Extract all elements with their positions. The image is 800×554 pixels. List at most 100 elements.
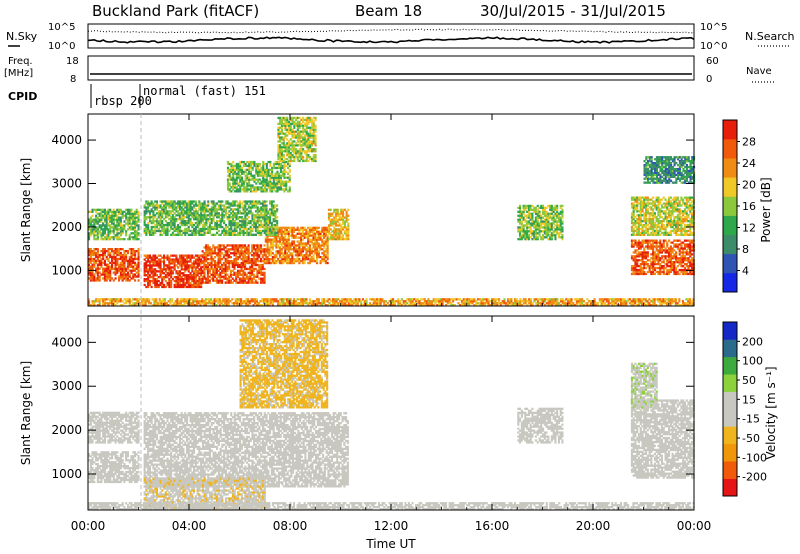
data-cell: [170, 254, 173, 257]
data-cell: [300, 248, 303, 251]
data-cell: [639, 243, 642, 246]
data-cell: [186, 276, 189, 279]
data-cell: [340, 218, 343, 221]
data-cell: [655, 270, 658, 274]
data-cell: [288, 162, 291, 166]
data-cell: [272, 231, 275, 234]
data-cell: [157, 216, 160, 219]
data-cell: [164, 264, 167, 267]
data-cell: [251, 269, 254, 272]
data-cell: [630, 241, 633, 244]
data-cell: [217, 216, 220, 219]
data-cell: [680, 241, 683, 244]
data-cell: [244, 162, 247, 166]
data-cell: [203, 214, 206, 217]
data-cell: [312, 232, 315, 235]
data-cell: [198, 278, 201, 281]
data-cell: [543, 226, 546, 229]
data-cell: [286, 120, 289, 123]
data-cell: [205, 258, 208, 261]
data-cell: [287, 254, 290, 257]
data-cell: [263, 212, 266, 215]
data-cell: [237, 170, 240, 173]
data-cell: [95, 234, 98, 237]
data-cell: [270, 231, 273, 234]
data-cell: [184, 202, 187, 205]
data-cell: [249, 269, 252, 272]
data-cell: [675, 270, 678, 274]
data-cell: [327, 216, 330, 219]
data-cell: [150, 258, 153, 261]
data-cell: [538, 230, 541, 233]
data-cell: [233, 178, 236, 181]
data-cell: [338, 212, 341, 215]
data-cell: [520, 214, 523, 217]
data-cell: [342, 220, 345, 223]
data-cell: [208, 252, 211, 255]
data-cell: [238, 263, 241, 267]
data-cell: [173, 233, 176, 236]
data-cell: [186, 227, 189, 231]
data-cell: [279, 186, 282, 189]
data-cell: [143, 258, 146, 261]
data-cell: [309, 134, 312, 137]
data-cell: [118, 216, 121, 219]
data-cell: [305, 130, 308, 133]
data-cell: [212, 260, 215, 263]
data-cell: [517, 230, 520, 233]
data-cell: [157, 212, 160, 215]
data-cell: [210, 265, 213, 269]
data-cell: [286, 248, 289, 251]
data-cell: [208, 279, 211, 282]
data-cell: [296, 155, 299, 159]
data-cell: [134, 253, 137, 257]
data-cell: [305, 236, 308, 239]
data-cell: [545, 232, 548, 235]
data-cell: [269, 221, 272, 225]
data-cell: [559, 218, 562, 221]
data-cell: [224, 258, 227, 261]
data-cell: [526, 230, 529, 233]
data-cell: [314, 157, 317, 161]
data-cell: [171, 216, 174, 219]
data-cell: [100, 214, 103, 217]
data-cell: [231, 208, 234, 211]
data-cell: [331, 222, 334, 225]
data-cell: [293, 130, 296, 133]
data-cell: [215, 279, 218, 282]
data-cell: [312, 242, 315, 245]
data-cell: [307, 261, 310, 265]
data-cell: [286, 256, 289, 259]
data-cell: [170, 258, 173, 261]
data-cell: [533, 224, 536, 227]
data-cell: [132, 261, 135, 264]
data-cell: [143, 268, 146, 271]
data-cell: [221, 258, 224, 261]
data-cell: [126, 273, 129, 276]
data-cell: [163, 200, 166, 203]
data-cell: [291, 130, 294, 133]
data-cell: [317, 256, 320, 259]
data-cell: [278, 256, 281, 259]
data-cell: [240, 231, 243, 234]
data-cell: [196, 285, 199, 289]
data-cell: [680, 261, 683, 264]
data-cell: [258, 186, 261, 189]
data-cell: [253, 160, 256, 164]
data-cell: [271, 238, 274, 241]
data-cell: [152, 229, 155, 233]
data-cell: [309, 132, 312, 135]
data-cell: [118, 210, 121, 213]
data-cell: [233, 250, 236, 253]
data-cell: [114, 234, 117, 237]
data-cell: [557, 228, 560, 231]
data-cell: [276, 184, 279, 187]
data-cell: [303, 150, 306, 153]
data-cell: [296, 120, 299, 123]
data-cell: [198, 258, 201, 261]
data-cell: [643, 255, 646, 258]
data-cell: [338, 228, 341, 231]
data-cell: [653, 272, 656, 276]
data-cell: [194, 212, 197, 215]
data-cell: [288, 144, 291, 147]
